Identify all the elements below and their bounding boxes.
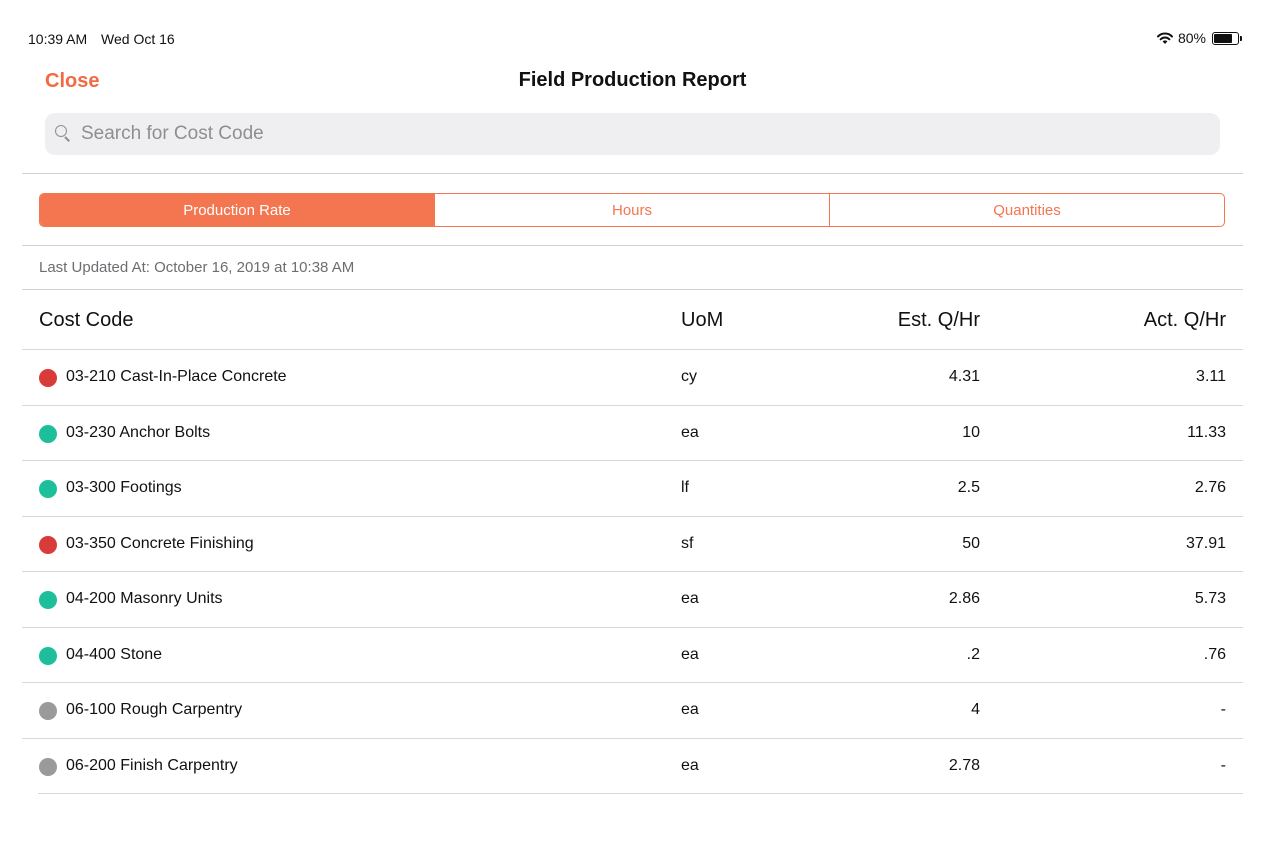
act-q-hr-cell: 37.91: [1185, 534, 1226, 552]
act-q-hr-cell: .76: [1203, 645, 1226, 663]
table-row[interactable]: 03-210 Cast-In-Place Concrete cy 4.31 3.…: [22, 350, 1243, 406]
divider: [22, 245, 1243, 246]
status-dot: [39, 535, 57, 554]
header-uom: UoM: [681, 309, 724, 331]
cost-code-cell: 04-400 Stone: [66, 645, 163, 663]
cost-code-cell: 06-200 Finish Carpentry: [66, 756, 238, 774]
view-segmented-control: Production Rate Hours Quantities: [39, 193, 1225, 227]
table-row[interactable]: 06-200 Finish Carpentry ea 2.78 -: [38, 739, 1243, 794]
status-dot: [39, 702, 57, 720]
est-q-hr-cell: 4.31: [948, 368, 980, 385]
status-dot: [39, 757, 57, 776]
header-cost-code: Cost Code: [39, 309, 134, 331]
act-q-hr-cell: -: [1220, 701, 1226, 718]
divider: [22, 289, 1243, 290]
uom-cell: ea: [681, 756, 699, 774]
header-est-q-hr: Est. Q/Hr: [897, 309, 980, 331]
status-dot: [39, 591, 57, 609]
segment-quantities[interactable]: Quantities: [829, 194, 1224, 226]
header-act-q-hr: Act. Q/Hr: [1143, 309, 1226, 331]
act-q-hr-cell: 5.73: [1194, 590, 1226, 607]
divider: [22, 173, 1243, 174]
battery-fill: [1214, 33, 1233, 43]
status-date: Wed Oct 16: [101, 31, 175, 47]
uom-cell: sf: [681, 534, 694, 552]
status-time: 10:39 AM: [28, 31, 88, 47]
status-right: 80%: [1156, 30, 1242, 46]
segment-production-rate[interactable]: Production Rate: [40, 194, 434, 226]
wifi-icon: [1156, 32, 1173, 44]
status-bar: 10:39 AM Wed Oct 16 80%: [28, 30, 1242, 50]
est-q-hr-cell: 50: [962, 534, 980, 552]
cost-code-cell: 03-350 Concrete Finishing: [66, 534, 254, 552]
table-row[interactable]: 03-350 Concrete Finishing sf 50 37.91: [22, 517, 1243, 572]
table-row[interactable]: 03-230 Anchor Bolts ea 10 11.33: [22, 406, 1243, 461]
navigation-bar: Field Production Report Close: [0, 66, 1265, 98]
table-body: 03-210 Cast-In-Place Concrete cy 4.31 3.…: [22, 350, 1243, 794]
search-icon: [55, 125, 73, 143]
cost-code-cell: 03-230 Anchor Bolts: [66, 423, 211, 441]
status-dot: [39, 369, 57, 387]
status-dot: [39, 646, 57, 665]
est-q-hr-cell: 10: [962, 423, 980, 441]
battery-cap: [1240, 35, 1242, 41]
cost-code-cell: 06-100 Rough Carpentry: [66, 701, 243, 718]
cost-code-cell: 03-300 Footings: [66, 479, 182, 496]
status-left: 10:39 AM Wed Oct 16: [28, 31, 185, 47]
status-dot: [39, 424, 57, 443]
battery-icon: [1212, 31, 1242, 45]
table-row[interactable]: 04-200 Masonry Units ea 2.86 5.73: [22, 572, 1243, 628]
uom-cell: cy: [681, 368, 697, 385]
uom-cell: ea: [681, 701, 699, 718]
uom-cell: ea: [681, 645, 699, 663]
battery-percent: 80%: [1177, 30, 1206, 46]
est-q-hr-cell: 2.86: [948, 590, 980, 607]
uom-cell: ea: [681, 423, 699, 441]
est-q-hr-cell: 2.78: [948, 756, 980, 774]
act-q-hr-cell: 3.11: [1196, 368, 1226, 385]
table-row[interactable]: 04-400 Stone ea .2 .76: [22, 628, 1243, 683]
table-row[interactable]: 03-300 Footings lf 2.5 2.76: [22, 461, 1243, 517]
table-row[interactable]: 06-100 Rough Carpentry ea 4 -: [22, 683, 1243, 739]
cost-code-cell: 04-200 Masonry Units: [66, 590, 223, 607]
uom-cell: ea: [681, 590, 699, 607]
status-dot: [39, 480, 57, 498]
est-q-hr-cell: .2: [966, 645, 980, 663]
act-q-hr-cell: 11.33: [1187, 423, 1226, 441]
est-q-hr-cell: 2.5: [957, 479, 980, 496]
close-button[interactable]: Close: [45, 70, 100, 92]
search-input[interactable]: [81, 123, 1181, 145]
last-updated-text: Last Updated At: October 16, 2019 at 10:…: [39, 259, 355, 276]
page-title: Field Production Report: [518, 69, 747, 91]
est-q-hr-cell: 4: [971, 701, 980, 718]
search-bar[interactable]: [45, 113, 1220, 155]
segment-hours[interactable]: Hours: [434, 194, 829, 226]
cost-code-table: Cost Code UoM Est. Q/Hr Act. Q/Hr 03-210…: [22, 290, 1243, 794]
act-q-hr-cell: 2.76: [1194, 479, 1226, 496]
table-header: Cost Code UoM Est. Q/Hr Act. Q/Hr: [22, 290, 1243, 350]
cost-code-cell: 03-210 Cast-In-Place Concrete: [66, 368, 287, 385]
uom-cell: lf: [681, 479, 689, 496]
act-q-hr-cell: -: [1220, 756, 1226, 774]
